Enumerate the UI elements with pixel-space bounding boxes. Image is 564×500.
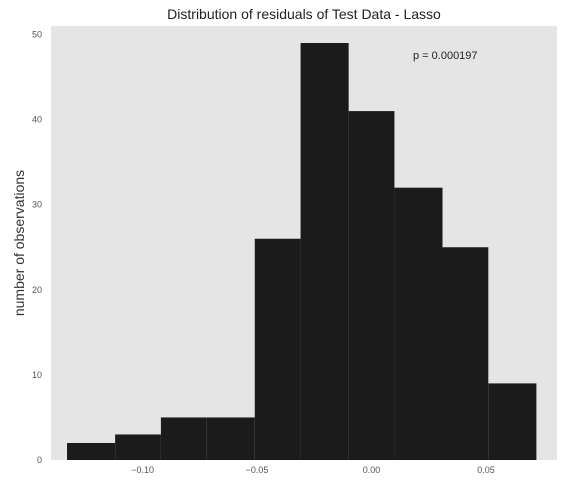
- p-value-annotation: p = 0.000197: [413, 50, 478, 62]
- x-tick-label: −0.10: [131, 465, 154, 475]
- x-axis-ticks: −0.10 −0.05 0.00 0.05: [131, 465, 495, 475]
- histogram-bar: [254, 238, 301, 460]
- histogram-bar: [300, 43, 349, 461]
- histogram-bar: [206, 417, 255, 460]
- y-tick-label: 0: [37, 455, 42, 465]
- histogram-bars: [67, 43, 537, 461]
- y-tick-label: 20: [32, 285, 42, 295]
- chart-title: Distribution of residuals of Test Data -…: [167, 6, 441, 22]
- histogram-bar: [67, 442, 116, 460]
- histogram-bar: [394, 187, 443, 460]
- y-tick-label: 40: [32, 115, 42, 125]
- y-axis-ticks: 0 10 20 30 40 50: [32, 30, 42, 465]
- x-tick-label: 0.05: [477, 465, 495, 475]
- x-tick-label: 0.00: [363, 465, 381, 475]
- x-tick-label: −0.05: [246, 465, 269, 475]
- y-axis-label: number of observations: [11, 170, 27, 316]
- histogram-bar: [160, 417, 207, 460]
- y-tick-label: 30: [32, 200, 42, 210]
- histogram-bar: [442, 247, 489, 460]
- y-tick-label: 50: [32, 30, 42, 40]
- histogram-bar: [488, 383, 537, 460]
- histogram-bar: [348, 111, 395, 460]
- y-tick-label: 10: [32, 370, 42, 380]
- histogram-bar: [115, 434, 161, 460]
